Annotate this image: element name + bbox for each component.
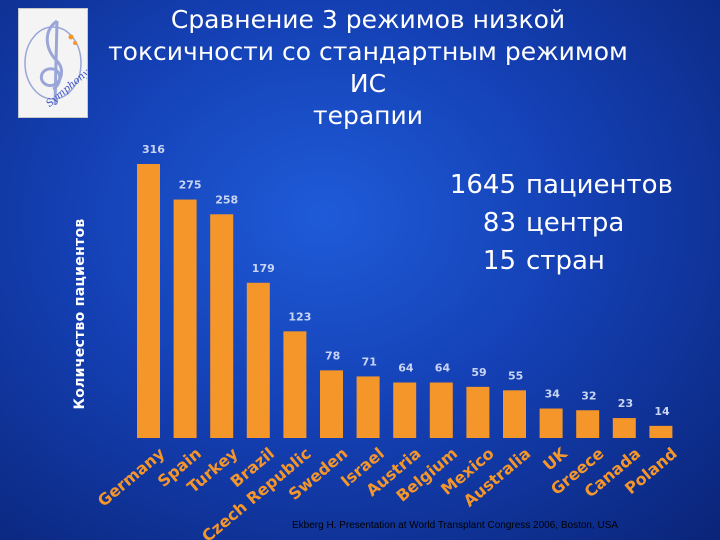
symphony-logo: Symphony <box>18 8 92 118</box>
bar-mexico <box>466 386 490 438</box>
bar-greece <box>576 410 600 438</box>
value-label: 179 <box>252 262 275 275</box>
value-label: 258 <box>215 193 238 206</box>
bar-turkey <box>210 214 234 438</box>
title-line-3: терапии <box>313 101 423 130</box>
value-label: 316 <box>142 143 165 156</box>
bar-israel <box>356 376 380 438</box>
bar-uk <box>539 408 563 438</box>
value-label: 64 <box>435 362 451 375</box>
value-labels-group: 316 275 258 179 123 78 71 64 64 59 55 34 32 23 14 <box>142 143 670 418</box>
bar-germany <box>137 164 160 438</box>
value-label: 23 <box>618 397 633 410</box>
stats-block: 1645 пациентов 83 центра 15 стран <box>420 166 710 280</box>
stat-countries: 15 стран <box>420 242 710 280</box>
value-label: 71 <box>362 355 377 368</box>
value-label: 14 <box>654 405 670 418</box>
bar-poland <box>649 425 673 438</box>
value-label: 32 <box>581 389 596 402</box>
stat-value: 1645 <box>449 170 516 200</box>
citation: Ekberg H. Presentation at World Transpla… <box>292 520 619 531</box>
bar-canada <box>612 418 636 438</box>
value-label: 78 <box>325 349 340 362</box>
title-line-2: токсичности со стандартным режимом ИС <box>108 37 628 98</box>
value-label: 34 <box>545 388 561 401</box>
stat-label: центра <box>526 208 625 238</box>
value-label: 123 <box>288 310 311 323</box>
stat-label: стран <box>526 246 605 276</box>
stat-centers: 83 центра <box>420 204 710 242</box>
bar-czech-republic <box>283 331 307 438</box>
bar-spain <box>173 199 197 438</box>
slide-title: Сравнение 3 режимов низкой токсичности с… <box>88 4 648 132</box>
bars-group <box>137 164 673 438</box>
y-axis-label: Количество пациентов <box>72 218 88 410</box>
bar-australia <box>503 390 526 438</box>
stat-value: 15 <box>482 246 516 276</box>
bar-austria <box>393 382 417 438</box>
value-label: 55 <box>508 369 523 382</box>
bar-belgium <box>429 382 453 438</box>
value-label: 275 <box>179 179 202 192</box>
title-line-1: Сравнение 3 режимов низкой <box>170 5 566 34</box>
stat-patients: 1645 пациентов <box>420 166 710 204</box>
stat-label: пациентов <box>526 170 673 200</box>
stat-value: 83 <box>482 208 516 238</box>
treble-clef-icon: Symphony <box>24 19 92 110</box>
value-label: 64 <box>398 362 414 375</box>
bar-brazil <box>246 282 270 438</box>
bar-sweden <box>320 370 343 438</box>
value-label: 59 <box>471 366 486 379</box>
